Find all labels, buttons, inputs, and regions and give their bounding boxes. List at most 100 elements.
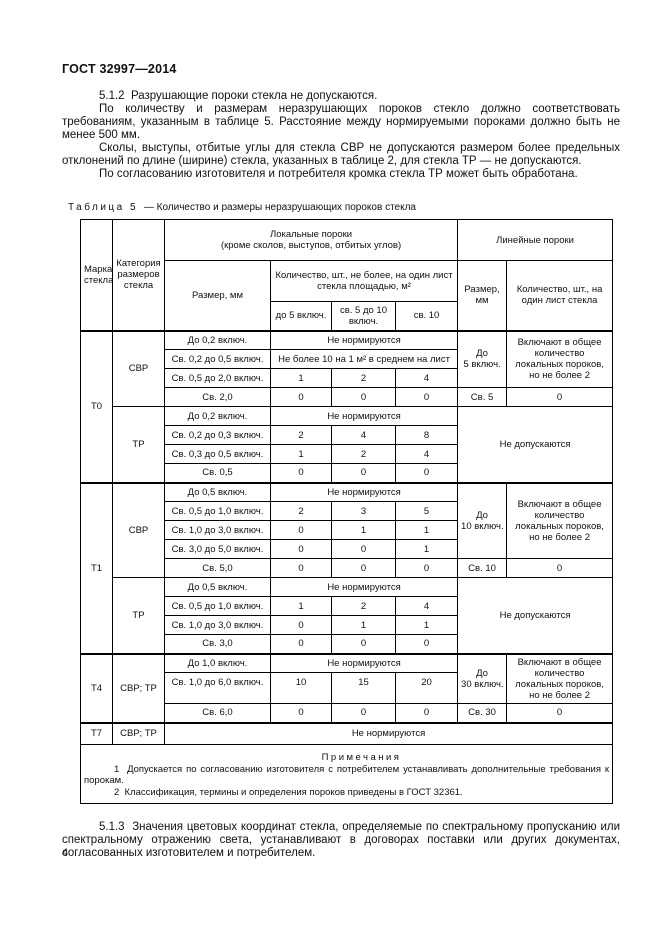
defect-count-cell: 15 xyxy=(331,672,396,704)
table-body: Т0 СВР До 0,2 включ. Не нормируются До 5… xyxy=(79,329,614,804)
defect-count-cell: 1 xyxy=(270,596,332,616)
defect-count-cell: 0 xyxy=(270,539,332,559)
defect-count-cell: 2 xyxy=(270,501,332,521)
defect-count-cell: 1 xyxy=(270,444,332,464)
linear-size-cell: До 10 включ. xyxy=(457,481,508,559)
defect-count-cell: 4 xyxy=(331,425,396,445)
defect-count-cell: Не нормируются xyxy=(269,652,459,673)
col-header-size-mm: Размер, мм xyxy=(164,260,271,331)
linear-size-cell: До 30 включ. xyxy=(457,652,508,704)
defect-count-cell: 4 xyxy=(394,596,459,616)
defect-count-cell: 0 xyxy=(331,387,396,407)
defect-size-cell: До 0,2 включ. xyxy=(164,406,271,426)
defect-size-cell: Св. 1,0 до 3,0 включ. xyxy=(164,520,271,540)
section-5-1-3: 5.1.3 Значения цветовых координат стекла… xyxy=(62,821,620,859)
linear-size-cell: Св. 30 xyxy=(457,703,508,723)
linear-size-cell: Св. 5 xyxy=(457,387,508,407)
defect-count-cell: 0 xyxy=(331,558,396,578)
note-1: 1 Допускается по согласованию изготовите… xyxy=(84,763,610,787)
linear-size-cell: До 5 включ. xyxy=(457,329,508,388)
defect-count-cell: 4 xyxy=(394,368,459,388)
col-group-local-defects-line1: Локальные пороки xyxy=(269,229,353,240)
defect-size-cell: Св. 0,5 до 1,0 включ. xyxy=(164,501,271,521)
table-notes-cell: Примечания 1 Допускается по согласованию… xyxy=(79,744,614,804)
defect-count-cell: 1 xyxy=(394,520,459,540)
defect-count-cell: Не нормируются xyxy=(269,481,459,502)
defect-count-cell: 10 xyxy=(270,672,332,704)
defect-count-cell: 3 xyxy=(331,501,396,521)
paragraph: По согласованию изготовителя и потребите… xyxy=(99,168,578,180)
page-content: ГОСТ 32997—2014 5.1.2 Разрушающие пороки… xyxy=(62,62,620,860)
col-header-glass-mark: Марка стекла xyxy=(80,219,113,331)
size-category-cell: ТР xyxy=(112,406,165,483)
defect-size-cell: До 0,5 включ. xyxy=(164,481,271,502)
defect-count-cell: 1 xyxy=(394,615,459,635)
defect-count-cell: 0 xyxy=(270,703,332,723)
defect-count-cell: Не нормируются xyxy=(269,577,459,597)
col-header-size-category: Категория размеров стекла xyxy=(112,219,165,331)
defect-size-cell: До 0,5 включ. xyxy=(164,577,271,597)
defect-count-cell: 4 xyxy=(394,444,459,464)
defect-count-cell: 1 xyxy=(394,539,459,559)
defect-size-cell: Св. 0,2 до 0,5 включ. xyxy=(164,349,271,369)
defect-count-cell: 0 xyxy=(394,463,459,483)
note-2: 2 Классификация, термины и определения п… xyxy=(114,786,463,798)
defect-size-cell: Св. 0,5 xyxy=(164,463,271,483)
defect-count-cell: 0 xyxy=(394,558,459,578)
defect-count-cell: 8 xyxy=(394,425,459,445)
defect-size-cell: Св. 0,5 до 2,0 включ. xyxy=(164,368,271,388)
col-header-upto-5: до 5 включ. xyxy=(270,301,332,331)
linear-defects-cell: Не допускаются xyxy=(457,406,614,483)
defect-size-cell: Св. 3,0 xyxy=(164,634,271,654)
linear-count-cell: Включают в общее количество локальных по… xyxy=(506,481,614,559)
defect-count-cell: 1 xyxy=(270,368,332,388)
table-caption-label: Таблица 5 xyxy=(68,202,139,213)
defect-count-cell: 0 xyxy=(394,634,459,654)
defect-count-cell: Не более 10 на 1 м² в среднем на лист xyxy=(269,349,459,369)
defects-table: Марка стекла Категория размеров стекла Л… xyxy=(79,219,614,804)
page-number: 4 xyxy=(62,847,69,859)
size-category-cell: СВР; ТР xyxy=(112,652,165,723)
defect-size-cell: Св. 0,5 до 1,0 включ. xyxy=(164,596,271,616)
col-header-over-5-to-10: св. 5 до 10 включ. xyxy=(331,301,396,331)
defect-count-cell: 2 xyxy=(331,444,396,464)
defect-count-cell: 20 xyxy=(394,672,459,704)
defect-size-cell: Св. 6,0 xyxy=(164,703,271,723)
defect-count-cell: 0 xyxy=(270,558,332,578)
defect-count-cell: 0 xyxy=(270,520,332,540)
defect-count-cell: 1 xyxy=(331,615,396,635)
glass-mark-cell: Т4 xyxy=(80,652,113,723)
col-group-linear-defects: Линейные пороки xyxy=(457,219,614,261)
col-header-linear-size-mm: Размер, мм xyxy=(457,260,508,331)
defect-count-cell: Не нормируются xyxy=(163,721,614,745)
defect-count-cell: 1 xyxy=(331,520,396,540)
linear-size-cell: Св. 10 xyxy=(457,558,508,578)
size-category-cell: ТР xyxy=(112,577,165,654)
defect-size-cell: Св. 2,0 xyxy=(164,387,271,407)
defect-count-cell: 0 xyxy=(331,539,396,559)
col-group-local-defects-line2: (кроме сколов, выступов, отбитых углов) xyxy=(220,240,402,251)
linear-count-cell: 0 xyxy=(506,387,614,407)
section-5-1-2: 5.1.2 Разрушающие пороки стекла не допус… xyxy=(62,90,620,181)
glass-mark-cell: Т0 xyxy=(80,329,113,483)
defect-count-cell: 2 xyxy=(331,596,396,616)
defect-count-cell: 0 xyxy=(394,703,459,723)
glass-mark-cell: Т7 xyxy=(80,721,113,745)
table-header: Марка стекла Категория размеров стекла Л… xyxy=(80,219,614,331)
defect-count-cell: 0 xyxy=(331,703,396,723)
defect-size-cell: Св. 1,0 до 6,0 включ. xyxy=(164,672,271,704)
defect-size-cell: Св. 0,3 до 0,5 включ. xyxy=(164,444,271,464)
defect-count-cell: Не нормируются xyxy=(269,406,459,426)
paragraph: Сколы, выступы, отбитые углы для стекла … xyxy=(62,142,620,167)
col-header-over-10: св. 10 xyxy=(394,301,459,331)
table-caption: Таблица 5 — Количество и размеры неразру… xyxy=(68,202,620,213)
linear-count-cell: Включают в общее количество локальных по… xyxy=(506,652,614,704)
col-group-local-defects: Локальные пороки (кроме сколов, выступов… xyxy=(163,219,459,261)
defect-count-cell: 5 xyxy=(394,501,459,521)
notes-title: Примечания xyxy=(321,751,402,763)
defect-size-cell: Св. 5,0 xyxy=(164,558,271,578)
defect-size-cell: До 0,2 включ. xyxy=(164,329,271,350)
defect-size-cell: Св. 0,2 до 0,3 включ. xyxy=(164,425,271,445)
defect-size-cell: Св. 1,0 до 3,0 включ. xyxy=(164,615,271,635)
